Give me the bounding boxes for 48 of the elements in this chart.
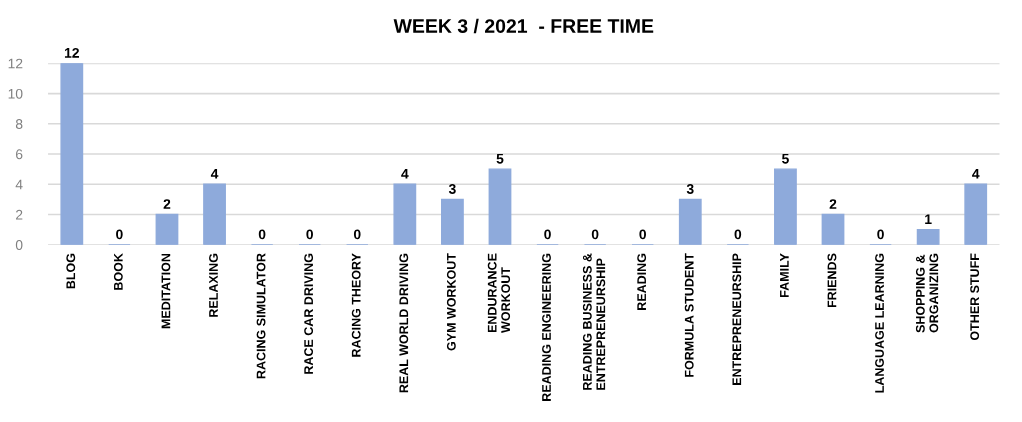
data-label: 4 (972, 169, 980, 179)
x-tick-label: SHOPPING & ORGANIZING (915, 253, 939, 333)
x-tick-label: RELAXING (209, 253, 218, 317)
data-label: 2 (829, 199, 837, 209)
data-label: 3 (686, 184, 694, 194)
x-tick-label: RACE CAR DRIVING (304, 253, 314, 374)
data-label: 3 (448, 184, 456, 194)
x-tick-label: ENDURANCE WORKOUT (487, 253, 511, 333)
data-label: 5 (782, 153, 789, 164)
x-tick-label: READING BUSINESS & ENTREPRENEURSHIP (582, 253, 606, 390)
data-label: 0 (258, 229, 266, 240)
data-label: 0 (639, 229, 646, 240)
y-tick-label: 4 (15, 179, 23, 190)
x-tick-label: MEDITATION (161, 253, 171, 329)
x-tick-label: LANGUAGE LEARNING (875, 253, 884, 393)
data-label: 12 (64, 47, 79, 58)
data-label: 4 (210, 169, 219, 179)
data-label: 2 (163, 199, 171, 209)
data-label: 0 (306, 229, 313, 240)
y-tick-label: 8 (15, 119, 23, 129)
y-tick-label: 0 (15, 240, 23, 250)
data-label: 0 (877, 229, 884, 240)
data-label: 0 (734, 229, 742, 240)
data-label: 1 (925, 214, 932, 224)
x-tick-label: RACING SIMULATOR (256, 253, 266, 379)
y-tick-label: 12 (8, 58, 23, 69)
data-label: 0 (353, 229, 361, 240)
x-tick-label: BOOK (113, 253, 123, 290)
x-tick-label: OTHER STUFF (970, 253, 980, 341)
x-tick-label: READING ENGINEERING (542, 253, 551, 401)
y-tick-label: 10 (8, 88, 23, 99)
data-label: 4 (401, 169, 409, 179)
x-tick-label: GYM WORKOUT (446, 253, 456, 351)
x-tick-label: FAMILY (780, 253, 789, 297)
data-label: 5 (496, 153, 504, 164)
y-tick-label: 6 (16, 149, 23, 160)
y-tick-label: 2 (16, 209, 23, 220)
x-tick-label: FRIENDS (827, 253, 837, 308)
x-tick-label: REAL WORLD DRIVING (399, 253, 409, 393)
x-tick-label: FORMULA STUDENT (684, 253, 694, 377)
x-tick-label: BLOG (66, 253, 76, 289)
data-label: 0 (591, 229, 599, 240)
x-tick-label: ENTREPRENEURSHIP (732, 253, 742, 385)
x-tick-label: READING (637, 253, 647, 310)
data-label: 0 (544, 229, 551, 240)
data-label: 0 (116, 229, 123, 240)
chart-title: WEEK 3 / 2021 - FREE TIME (393, 18, 654, 34)
x-tick-label: RACING THEORY (351, 253, 361, 357)
